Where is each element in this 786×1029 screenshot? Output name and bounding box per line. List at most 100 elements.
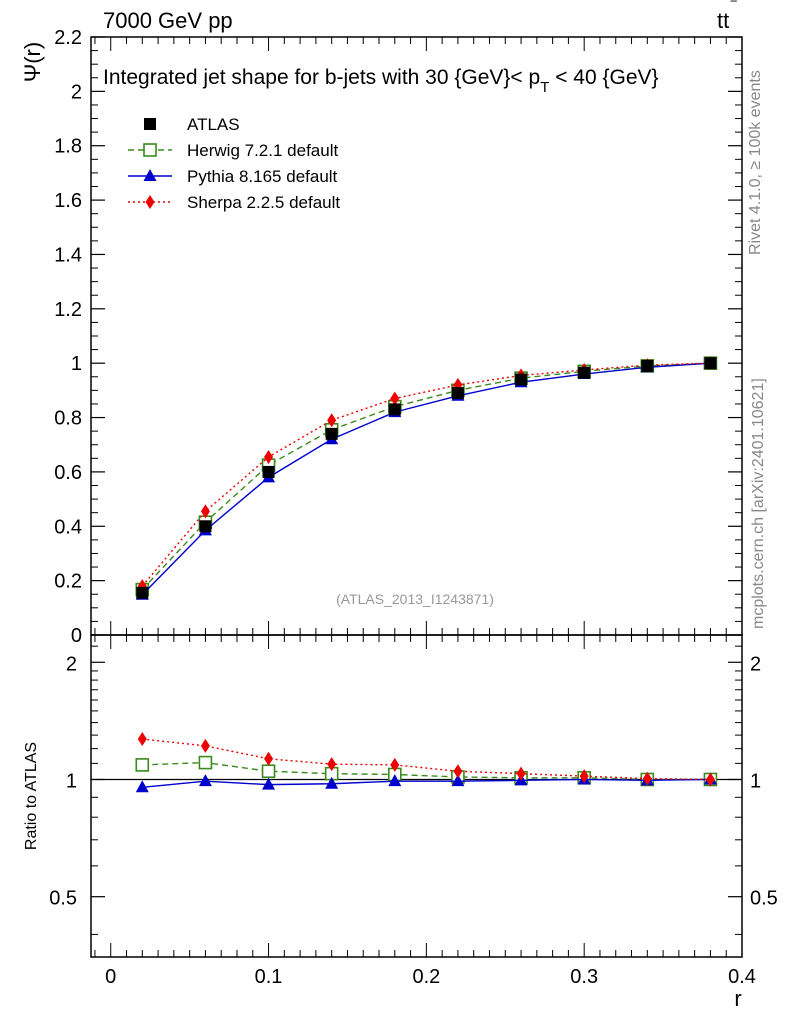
data-point-sherpa-2-2-5-default (390, 757, 400, 772)
main-ytick-label: 1.6 (54, 190, 82, 212)
data-point-atlas (578, 366, 591, 379)
data-point-atlas (704, 357, 717, 370)
data-point-atlas (262, 465, 275, 478)
data-point-herwig-7-2-1-default (198, 755, 213, 770)
data-point-atlas (136, 586, 149, 599)
data-point-sherpa-2-2-5-default (390, 391, 400, 406)
legend-entry-pythia-8-165-default: Pythia 8.165 default (128, 167, 338, 186)
data-point-pythia-8-165-default (135, 780, 149, 793)
mcplots-label: mcplots.cern.ch [arXiv:2401.10621] (750, 378, 767, 629)
data-point-sherpa-2-2-5-default (453, 764, 463, 779)
ratio-ytick-label-right: 0.5 (750, 888, 778, 910)
rivet-label: Rivet 4.1.0, ≥ 100k events (747, 70, 764, 255)
data-point-sherpa-2-2-5-default (327, 757, 337, 772)
ratio-ytick-label: 2 (66, 653, 77, 675)
main-ytick-label: 1.4 (54, 244, 82, 266)
legend-marker (143, 169, 157, 181)
plot-title-prefix: Integrated jet shape for b-jets with 30 … (103, 66, 540, 89)
ratio-series-group (135, 732, 718, 793)
ratio-axis-ticks: 0.5 0.5 1 1 2 2 0 0.1 0.2 0.3 0.4 (49, 635, 778, 988)
x-axis-label: r (734, 986, 741, 1011)
data-point-atlas (199, 520, 212, 533)
main-ytick-label: 0.2 (54, 571, 82, 593)
data-point-atlas (641, 359, 654, 372)
main-ytick-label: 1.2 (54, 299, 82, 321)
legend-marker (145, 195, 155, 209)
main-ytick-label: 0.6 (54, 462, 82, 484)
process-label-t: tt (717, 8, 729, 33)
energy-label: 7000 GeV pp (103, 8, 233, 33)
main-series-group (135, 356, 718, 600)
main-ytick-label: 1.8 (54, 136, 82, 158)
ratio-plot-frame (90, 634, 743, 958)
plot-title-subscript: T (540, 79, 549, 96)
legend: ATLAS Herwig 7.2.1 default Pythia 8.165 de… (128, 115, 340, 212)
main-axis-ticks: 0 0.2 0.4 0.6 0.8 1 1.2 1.4 1.6 1.8 2 2.2 (54, 27, 743, 647)
data-point-herwig-7-2-1-default (135, 758, 150, 772)
data-point-sherpa-2-2-5-default (200, 504, 210, 519)
data-point-pythia-8-165-default (325, 776, 339, 789)
data-point-sherpa-2-2-5-default (200, 738, 210, 753)
ratio-xtick-label: 0.2 (412, 966, 440, 988)
series-line-sherpa-2-2-5-default (141, 362, 711, 587)
data-point-herwig-7-2-1-default (261, 764, 276, 779)
series-atlas (136, 357, 717, 599)
analysis-label: (ATLAS_2013_I1243871) (336, 591, 494, 607)
process-label: tt (717, 8, 729, 33)
ratio-ytick-label-right: 2 (750, 653, 761, 675)
data-point-atlas (325, 427, 338, 440)
data-point-atlas (388, 403, 401, 416)
data-point-sherpa-2-2-5-default (137, 732, 147, 747)
ratio-ytick-label: 0.5 (49, 888, 77, 910)
legend-label: ATLAS (187, 115, 240, 134)
series-line-pythia-8-165-default (142, 778, 711, 788)
ratio-xtick-label: 0.3 (570, 966, 598, 988)
data-point-atlas (451, 387, 464, 400)
series-sherpa-2-2-5-default (137, 356, 715, 594)
series-line-herwig-7-2-1-default (141, 362, 711, 591)
ratio-ytick-label-right: 1 (750, 770, 761, 792)
data-point-pythia-8-165-default (262, 777, 276, 790)
legend-marker (144, 118, 156, 130)
legend-entry-atlas: ATLAS (144, 115, 240, 134)
legend-marker (143, 143, 157, 157)
main-ytick-label: 1 (71, 353, 82, 375)
data-point-sherpa-2-2-5-default (642, 771, 652, 786)
data-point-pythia-8-165-default (198, 774, 212, 787)
ratio-xtick-label: 0.4 (728, 966, 756, 988)
legend-label: Herwig 7.2.1 default (187, 141, 338, 160)
main-ytick-label: 2 (71, 81, 82, 103)
main-ylabel: Ψ(r) (20, 42, 45, 82)
process-bar: ‾ (730, 0, 737, 17)
ratio-ylabel: Ratio to ATLAS (23, 742, 40, 850)
series-line-sherpa-2-2-5-default (142, 738, 711, 781)
data-point-sherpa-2-2-5-default (516, 766, 526, 781)
data-point-sherpa-2-2-5-default (705, 772, 715, 787)
data-point-pythia-8-165-default (451, 774, 465, 787)
data-point-sherpa-2-2-5-default (264, 751, 274, 766)
data-point-sherpa-2-2-5-default (579, 769, 589, 784)
series-sherpa-2-2-5-default (137, 732, 715, 787)
legend-entry-sherpa-2-2-5-default: Sherpa 2.2.5 default (128, 193, 340, 212)
data-point-pythia-8-165-default (388, 774, 402, 787)
ratio-ytick-label: 1 (66, 770, 77, 792)
legend-entry-herwig-7-2-1-default: Herwig 7.2.1 default (128, 141, 338, 160)
data-point-sherpa-2-2-5-default (264, 449, 274, 464)
main-ytick-label: 2.2 (54, 27, 82, 49)
legend-label: Pythia 8.165 default (187, 167, 338, 186)
series-line-pythia-8-165-default (141, 362, 711, 596)
main-ytick-label: 0.4 (54, 516, 82, 538)
main-ytick-label: 0.8 (54, 408, 82, 430)
plot-title: Integrated jet shape for b-jets with 30 … (103, 66, 659, 96)
ratio-xtick-label: 0 (105, 966, 116, 988)
series-pythia-8-165-default (135, 356, 717, 600)
plot-title-suffix: < 40 {GeV} (549, 66, 658, 89)
ratio-xtick-label: 0.1 (255, 966, 283, 988)
main-ytick-label: 0 (71, 625, 82, 647)
series-herwig-7-2-1-default (135, 356, 718, 597)
series-line-herwig-7-2-1-default (142, 761, 711, 781)
data-point-atlas (515, 373, 528, 386)
data-point-sherpa-2-2-5-default (327, 413, 337, 428)
legend-label: Sherpa 2.2.5 default (187, 193, 340, 212)
